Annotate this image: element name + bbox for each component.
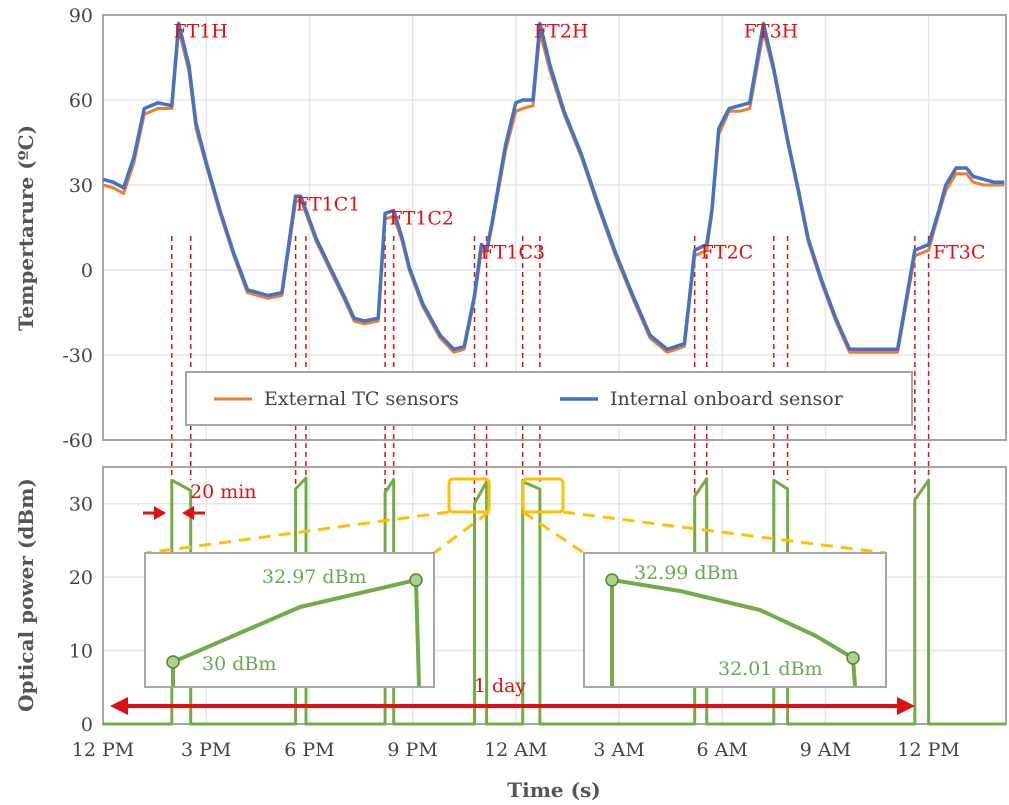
time-x-tick-label: 9 AM [800,739,851,761]
time-x-tick-label: 3 AM [593,739,644,761]
event-label: FT1C3 [481,242,546,264]
temperature-series-line [102,27,1005,354]
temperature-y-tick-label: 30 [69,175,93,197]
event-labels: FT1H FT1C1 FT1C2 FT1C3 FT2H FT2C FT3H FT3C [173,21,985,264]
inset-right-connector-b [562,510,887,555]
twenty-minute-arrowhead-right [182,506,194,520]
time-x-ticks: 12 PM 3 PM 6 PM 9 PM 12 AM 3 AM 6 AM 9 AM 12 PM [72,739,960,761]
inset-left-start-label: 30 dBm [202,653,276,675]
power-y-tick-label: 10 [69,641,93,663]
inset-right-box [583,552,887,688]
twenty-minute-label: 20 min [190,481,257,503]
inset-right-end-label: 32.01 dBm [718,658,823,680]
inset-left-highlight [447,477,491,514]
power-y-tick-label: 0 [81,714,93,736]
temperature-y-ticks: 90 60 30 0 -30 -60 [62,5,93,452]
inset-left: 30 dBm 32.97 dBm [144,477,491,688]
twenty-minute-marker: 20 min [143,481,257,520]
power-y-tick-label: 30 [69,494,93,516]
power-y-ticks: 0 10 20 30 [69,494,93,736]
temperature-series-line [102,21,1005,352]
inset-left-connector-a [145,510,450,555]
one-day-label: 1 day [474,675,527,697]
time-x-tick-label: 12 PM [72,739,134,761]
time-x-tick-label: 6 PM [284,739,334,761]
event-label: FT3C [933,242,985,264]
temperature-axis-title: Tempertarure (ºC) [14,125,38,331]
temperature-y-tick-label: 60 [69,90,93,112]
time-x-tick-label: 12 PM [897,739,959,761]
time-x-tick-label: 6 AM [697,739,748,761]
inset-left-start-point [166,655,180,669]
inset-right-end-point [846,651,860,665]
time-axis-title: Time (s) [507,778,601,802]
event-dashed-lines [171,236,930,504]
time-x-tick-label: 3 PM [181,739,231,761]
temperature-y-tick-label: 0 [81,260,93,282]
inset-left-box [144,552,435,688]
legend-label-internal: Internal onboard sensor [610,388,844,410]
time-x-tick-label: 9 PM [387,739,437,761]
temperature-y-tick-label: -60 [62,430,93,452]
inset-left-curve [171,578,421,687]
legend: External TC sensors Internal onboard sen… [185,371,913,426]
inset-right: 32.99 dBm 32.01 dBm [521,477,887,688]
power-y-tick-label: 20 [69,567,93,589]
event-label: FT2C [701,242,753,264]
event-label: FT1C2 [389,208,454,230]
event-label: FT1H [173,21,228,43]
one-day-arrowhead-left [110,697,128,715]
twenty-minute-arrowhead-left [154,506,166,520]
temperature-plot-frame [102,14,1007,441]
inset-right-start-point [605,573,619,587]
temperature-y-tick-label: 90 [69,5,93,27]
one-day-marker: 1 day [110,675,915,715]
time-x-tick-label: 12 AM [484,739,547,761]
inset-left-end-label: 32.97 dBm [262,566,367,588]
one-day-arrowhead-right [897,697,915,715]
legend-box [185,371,913,426]
inset-right-start-label: 32.99 dBm [634,562,739,584]
event-label: FT2H [534,21,589,43]
event-label: FT1C1 [296,193,361,215]
inset-right-connector-a [522,510,585,555]
inset-right-highlight [521,477,565,514]
temperature-series [102,21,1005,354]
event-label: FT3H [744,21,799,43]
inset-left-end-point [409,573,423,587]
power-axis-title: Optical power (dBm) [14,478,38,712]
legend-label-external: External TC sensors [264,388,459,410]
inset-left-connector-b [433,510,490,555]
temperature-y-tick-label: -30 [62,345,93,367]
